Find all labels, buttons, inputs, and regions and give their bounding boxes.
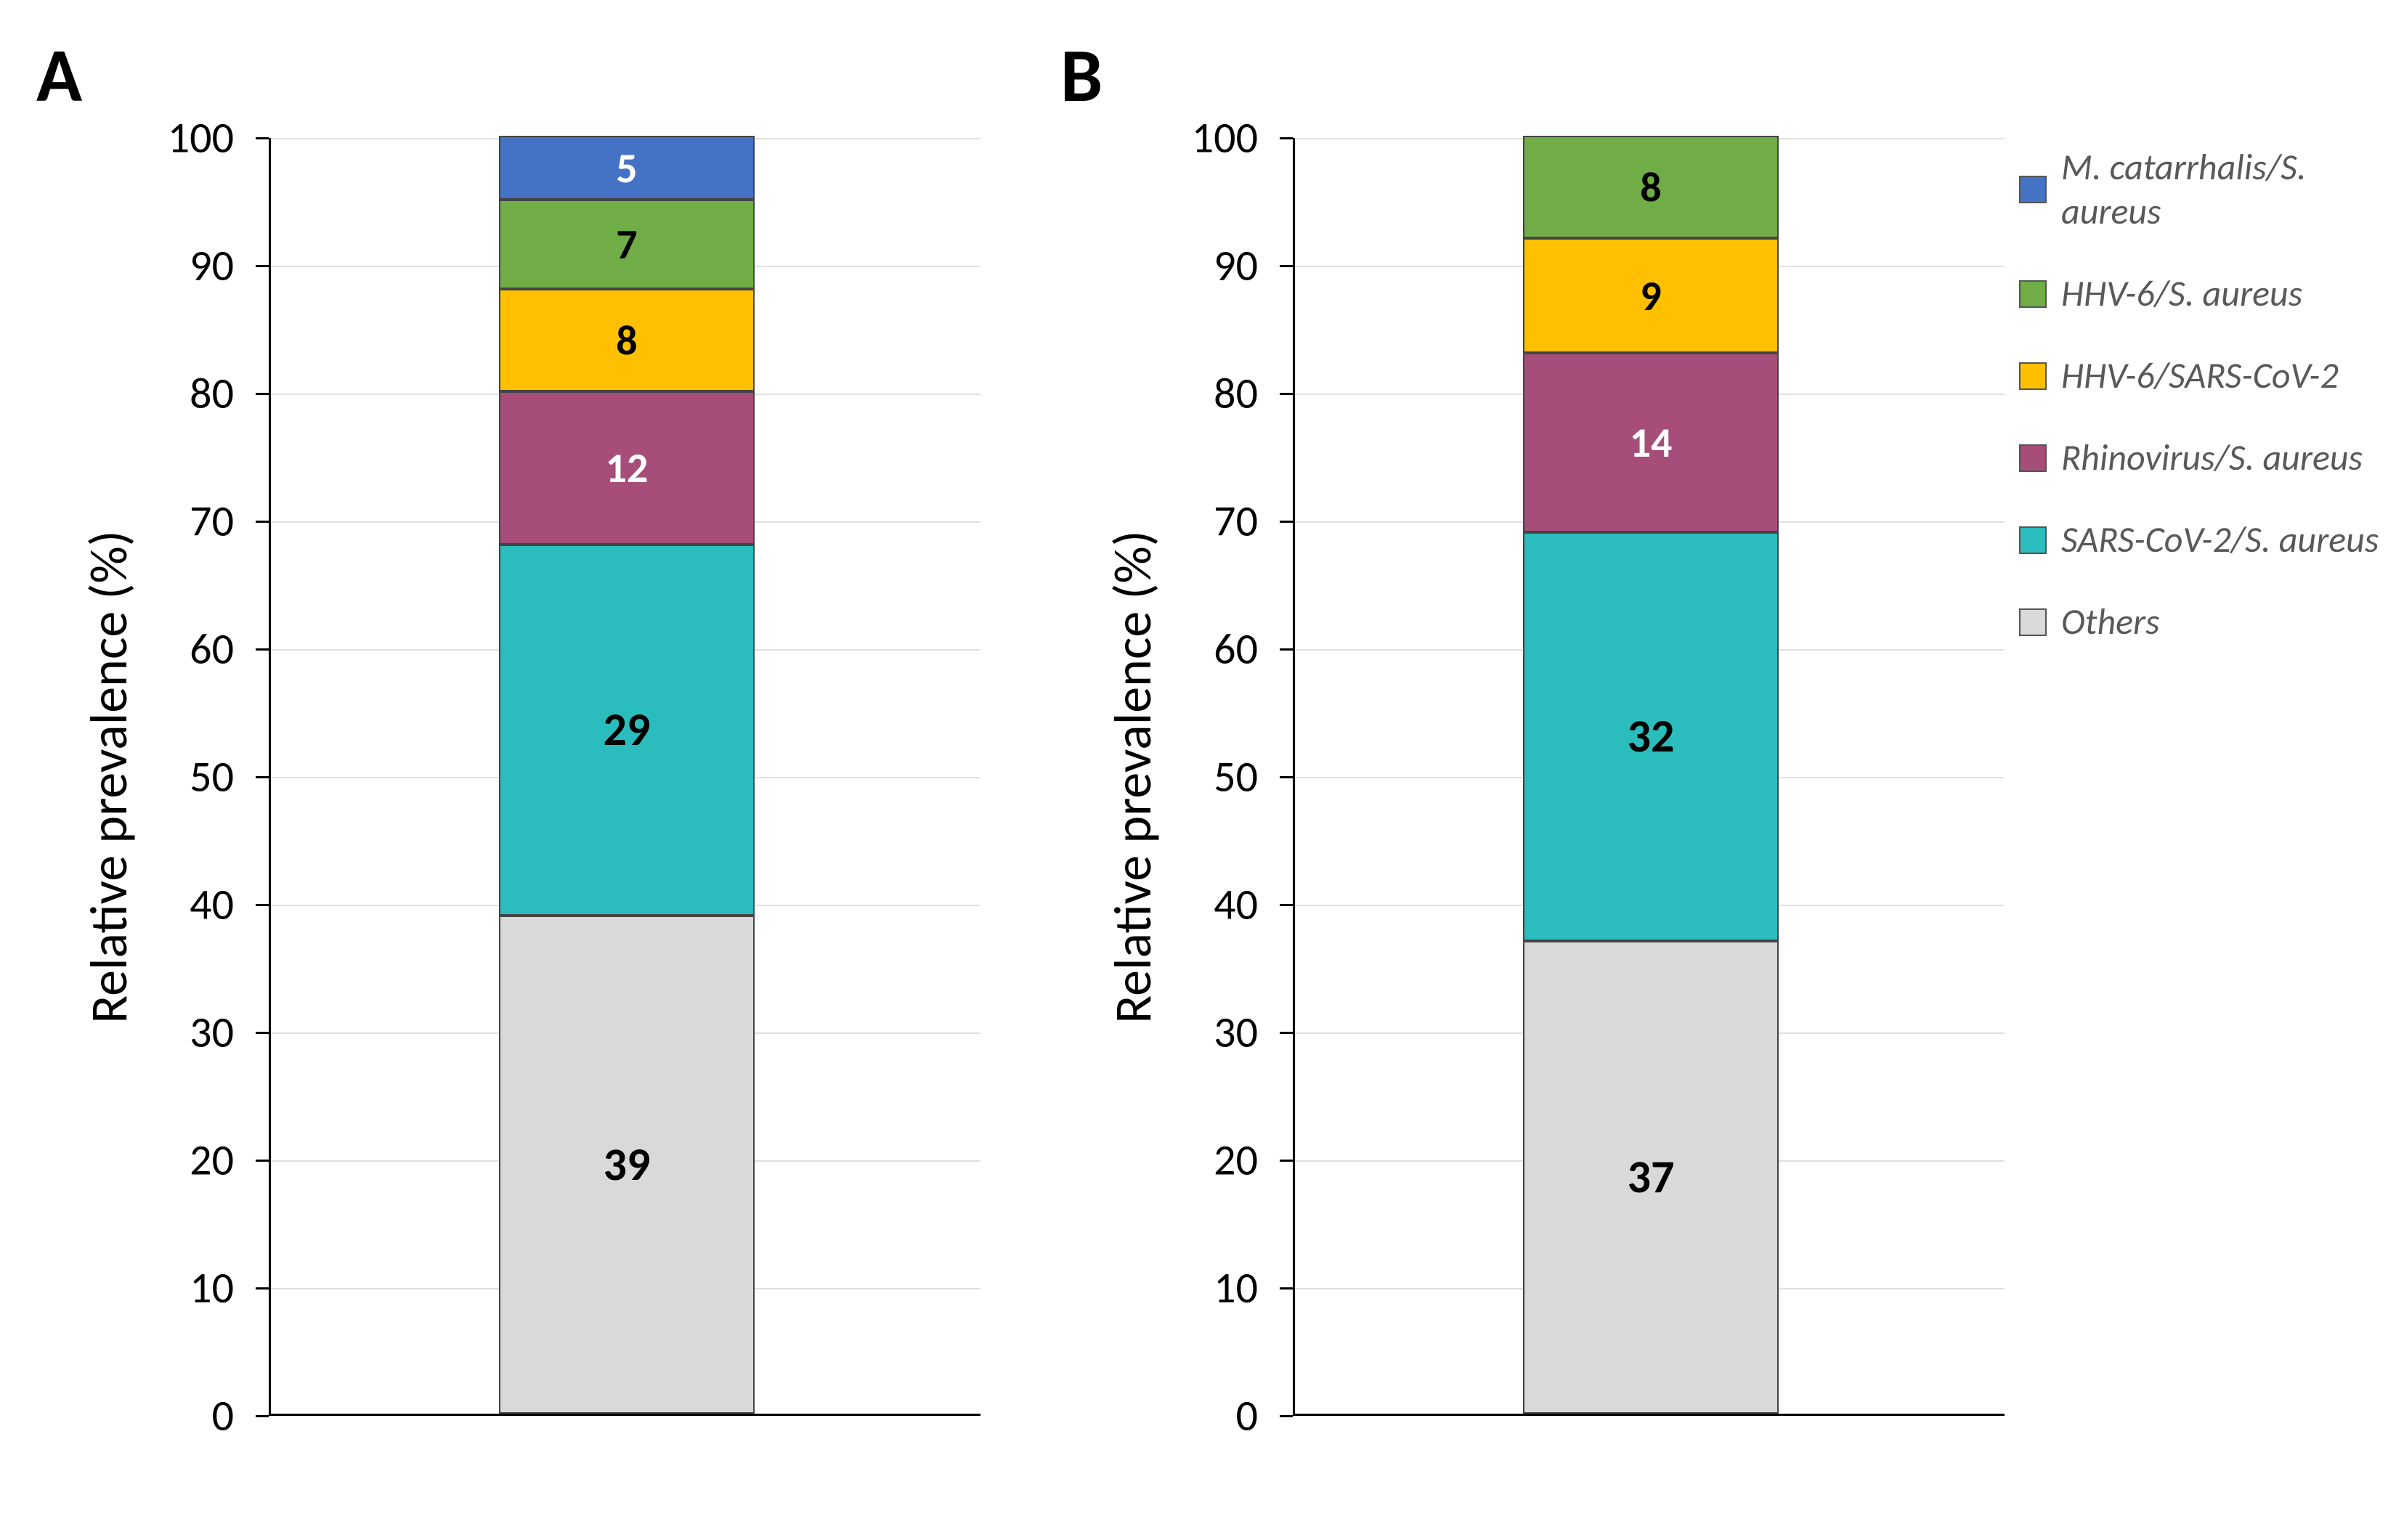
legend-item-hhv6_sars_cov2: HHV-6/SARS-CoV-2: [2019, 354, 2396, 398]
chart-a: 3929128750102030405060708090100Relative …: [269, 138, 980, 1416]
y-tick-label: 0: [118, 1390, 234, 1443]
bar-segment-label: 29: [604, 701, 651, 758]
y-tick: [256, 521, 269, 523]
bar-segment-label: 8: [1640, 161, 1661, 213]
bar-segment-label: 37: [1628, 1149, 1675, 1205]
y-tick-label: 100: [1142, 112, 1258, 165]
bar-segment-others: 39: [499, 916, 755, 1414]
y-tick: [1280, 1287, 1293, 1290]
plot-area: 37 32 14 9 8: [1293, 138, 2005, 1416]
legend-swatch: [2019, 176, 2047, 203]
bar-segment-rhinovirus_s_aureus: 12: [499, 391, 755, 545]
bar-segment-hhv6_sars_cov2: 8: [499, 289, 755, 391]
legend-swatch: [2019, 362, 2047, 390]
y-tick: [256, 137, 269, 139]
y-tick: [256, 904, 269, 906]
bar-segment-label: 9: [1640, 270, 1661, 322]
legend-label: M. catarrhalis/S. aureus: [2061, 145, 2396, 234]
plot-area: 39 29 12 8 7 5: [269, 138, 980, 1416]
y-tick-label: 90: [118, 240, 234, 293]
y-tick-label: 10: [1142, 1262, 1258, 1315]
legend-item-hhv6_s_aureus: HHV-6/S. aureus: [2019, 272, 2396, 316]
y-tick: [1280, 776, 1293, 778]
y-tick-label: 100: [118, 112, 234, 165]
chart-b: 373214980102030405060708090100Relative p…: [1293, 138, 2005, 1416]
bar-segment-label: 8: [616, 314, 637, 366]
bar-segment-label: 12: [606, 442, 649, 494]
legend-label: HHV-6/SARS-CoV-2: [2061, 354, 2339, 398]
bar-segment-m_catarrhalis_s_aureus: 5: [499, 136, 755, 200]
y-tick: [1280, 1032, 1293, 1034]
bar-segment-hhv6_s_aureus: 7: [499, 200, 755, 289]
legend-swatch: [2019, 444, 2047, 472]
y-tick-label: 80: [118, 367, 234, 420]
bar-segment-label: 14: [1630, 417, 1673, 468]
y-tick-label: 20: [118, 1134, 234, 1187]
y-tick: [1280, 265, 1293, 267]
y-axis-title: Relative prevalence (%): [77, 530, 141, 1023]
legend-item-m_catarrhalis_s_aureus: M. catarrhalis/S. aureus: [2019, 145, 2396, 234]
y-tick-label: 20: [1142, 1134, 1258, 1187]
y-tick: [1280, 137, 1293, 139]
y-tick-label: 80: [1142, 367, 1258, 420]
legend-item-rhinovirus_s_aureus: Rhinovirus/S. aureus: [2019, 436, 2396, 480]
y-tick: [1280, 1415, 1293, 1417]
y-tick: [1280, 904, 1293, 906]
stacked-bar: 39 29 12 8 7 5: [499, 136, 755, 1414]
legend-label: Rhinovirus/S. aureus: [2061, 436, 2363, 480]
bar-segment-hhv6_sars_cov2: 9: [1523, 238, 1779, 353]
legend-swatch: [2019, 280, 2047, 308]
legend-item-sars_cov2_s_aureus: SARS-CoV-2/S. aureus: [2019, 518, 2396, 562]
y-tick: [256, 776, 269, 778]
y-tick-label: 90: [1142, 240, 1258, 293]
y-tick: [256, 1415, 269, 1417]
panel-title-b: B: [1060, 29, 1102, 121]
bar-segment-rhinovirus_s_aureus: 14: [1523, 353, 1779, 531]
y-tick: [256, 1032, 269, 1034]
legend-label: Others: [2061, 600, 2160, 644]
legend-label: SARS-CoV-2/S. aureus: [2061, 518, 2379, 562]
figure-container: AB3929128750102030405060708090100Relativ…: [0, 0, 2396, 1540]
bar-segment-others: 37: [1523, 941, 1779, 1414]
y-tick: [256, 265, 269, 267]
y-tick: [1280, 648, 1293, 651]
bar-segment-sars_cov2_s_aureus: 29: [499, 545, 755, 915]
bar-segment-label: 32: [1628, 708, 1675, 765]
bar-segment-hhv6_s_aureus: 8: [1523, 136, 1779, 238]
legend-item-others: Others: [2019, 600, 2396, 644]
stacked-bar: 37 32 14 9 8: [1523, 136, 1779, 1414]
legend-swatch: [2019, 526, 2047, 554]
y-tick-label: 0: [1142, 1390, 1258, 1443]
y-tick: [256, 648, 269, 651]
bar-segment-label: 7: [616, 219, 637, 270]
y-tick: [256, 1287, 269, 1290]
y-tick-label: 10: [118, 1262, 234, 1315]
panel-title-a: A: [36, 29, 82, 121]
legend: M. catarrhalis/S. aureus HHV-6/S. aureus H…: [2019, 145, 2396, 644]
y-tick: [1280, 393, 1293, 395]
y-tick: [256, 393, 269, 395]
bar-segment-label: 39: [604, 1136, 651, 1193]
bar-segment-sars_cov2_s_aureus: 32: [1523, 532, 1779, 941]
y-tick: [1280, 521, 1293, 523]
y-tick: [256, 1160, 269, 1162]
legend-label: HHV-6/S. aureus: [2061, 272, 2302, 316]
y-tick: [1280, 1160, 1293, 1162]
bar-segment-label: 5: [616, 142, 637, 194]
y-axis-title: Relative prevalence (%): [1101, 530, 1165, 1023]
legend-swatch: [2019, 608, 2047, 636]
